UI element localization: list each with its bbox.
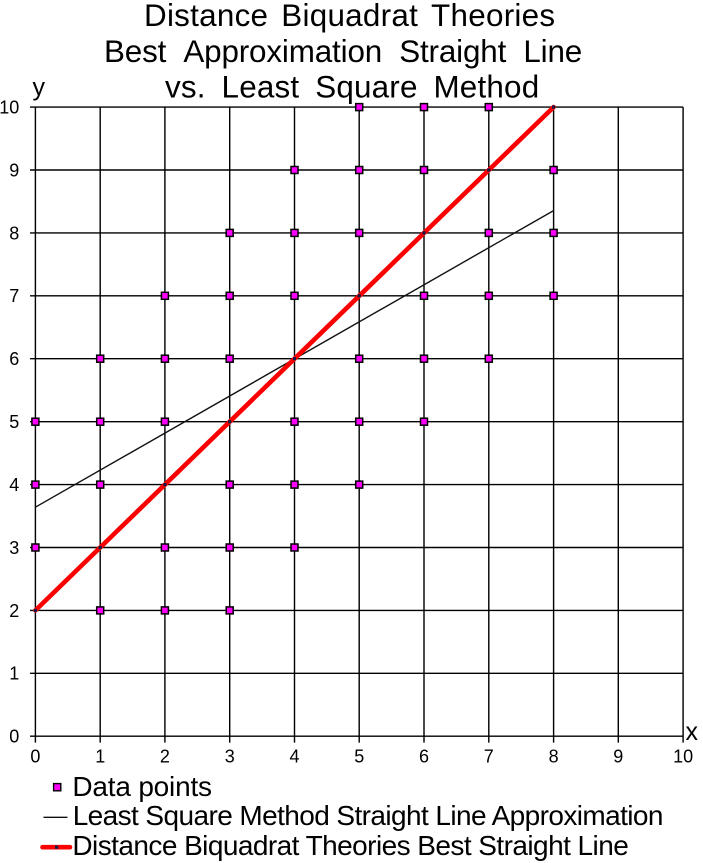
svg-text:Distance Biquadrat Theories: Distance Biquadrat Theories — [144, 0, 555, 33]
svg-text:10: 10 — [0, 98, 19, 118]
svg-text:3: 3 — [9, 538, 19, 558]
svg-text:2: 2 — [9, 601, 19, 621]
svg-text:Distance Biquadrat Theories Be: Distance Biquadrat Theories Best Straigh… — [72, 830, 628, 861]
svg-text:1: 1 — [95, 747, 105, 767]
svg-text:8: 8 — [549, 747, 559, 767]
svg-text:0: 0 — [30, 747, 40, 767]
svg-text:4: 4 — [289, 747, 299, 767]
svg-text:7: 7 — [9, 286, 19, 306]
svg-text:9: 9 — [613, 747, 623, 767]
svg-text:Best Approximation Straight: Best Approximation Straight Line — [104, 34, 582, 69]
svg-text:10: 10 — [673, 747, 693, 767]
svg-text:vs. Least Square Method: vs. Least Square Method — [165, 69, 539, 104]
svg-text:6: 6 — [9, 349, 19, 369]
svg-text:6: 6 — [419, 747, 429, 767]
svg-text:8: 8 — [9, 223, 19, 243]
svg-text:3: 3 — [225, 747, 235, 767]
svg-text:5: 5 — [354, 747, 364, 767]
svg-text:2: 2 — [160, 747, 170, 767]
svg-text:x: x — [686, 718, 699, 746]
svg-text:Data points: Data points — [72, 771, 211, 802]
svg-text:5: 5 — [9, 412, 19, 432]
svg-text:4: 4 — [9, 475, 19, 495]
svg-text:1: 1 — [9, 664, 19, 684]
svg-text:7: 7 — [484, 747, 494, 767]
svg-text:0: 0 — [9, 727, 19, 747]
svg-text:y: y — [33, 73, 46, 101]
svg-text:9: 9 — [9, 160, 19, 180]
svg-text:Least Square Method Straight L: Least Square Method Straight Line Approx… — [73, 800, 663, 831]
